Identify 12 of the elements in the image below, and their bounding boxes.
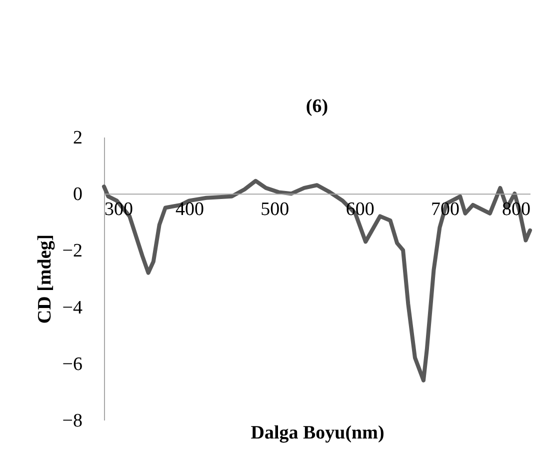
x-tick-label: 500 (260, 199, 290, 220)
x-axis-title: Dalga Boyu(nm) (250, 422, 384, 444)
y-tick-label: −4 (62, 297, 83, 318)
chart-title: (6) (306, 96, 328, 117)
y-tick-label: −2 (62, 240, 82, 262)
y-tick-label: 0 (73, 184, 82, 206)
y-axis-title: CD [mdeg] (34, 234, 56, 324)
y-tick-label: −6 (62, 354, 82, 375)
y-tick-label: −8 (62, 410, 82, 432)
line-series (102, 178, 532, 382)
y-tick-label: 2 (73, 128, 82, 148)
x-tick-label: 400 (175, 199, 204, 220)
